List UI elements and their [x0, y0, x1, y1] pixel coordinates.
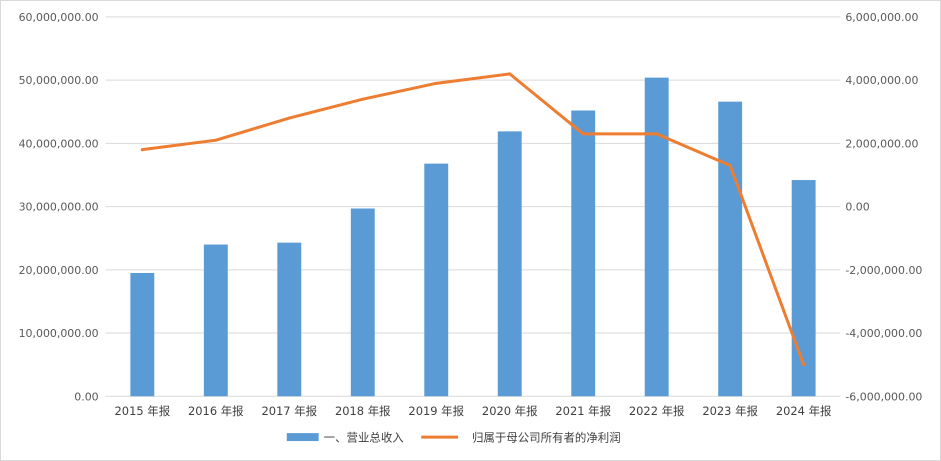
bar: [571, 110, 596, 397]
line-point: [287, 116, 291, 120]
bar: [424, 163, 449, 397]
line-point: [140, 148, 144, 152]
x-tick-label: 2016 年报: [188, 404, 244, 418]
line-point: [361, 97, 365, 101]
y-right-tick-label: -6,000,000.00: [845, 390, 922, 403]
bar: [497, 131, 522, 397]
legend-label-net-profit: 归属于母公司所有者的净利润: [472, 431, 621, 445]
legend-label-revenue: 一、营业总收入: [324, 431, 405, 445]
x-tick-label: 2020 年报: [482, 404, 538, 418]
bar-series: [130, 77, 816, 397]
y-right-tick-label: -2,000,000.00: [845, 264, 922, 277]
x-tick-label: 2022 年报: [629, 404, 685, 418]
line-series: [140, 72, 806, 367]
y-left-tick-label: 50,000,000.00: [19, 74, 99, 87]
y-left-tick-label: 60,000,000.00: [19, 11, 99, 24]
x-tick-label: 2019 年报: [408, 404, 464, 418]
y-left-tick-label: 40,000,000.00: [19, 137, 99, 150]
line-point: [508, 72, 512, 76]
bar: [277, 242, 302, 397]
bar: [130, 272, 155, 397]
x-axis: 2015 年报 2016 年报 2017 年报 2018 年报 2019 年报 2020 …: [115, 404, 832, 418]
x-tick-label: 2017 年报: [261, 404, 317, 418]
bar: [644, 77, 669, 397]
x-tick-label: 2024 年报: [776, 404, 832, 418]
y-left-tick-label: 10,000,000.00: [19, 327, 99, 340]
bar: [203, 244, 228, 397]
y-right-tick-label: 4,000,000.00: [845, 74, 918, 87]
y-left-tick-label: 0.00: [74, 390, 98, 403]
line-point: [581, 132, 585, 136]
x-tick-label: 2023 年报: [702, 404, 758, 418]
bar: [718, 101, 743, 397]
bar: [350, 208, 375, 397]
series-line: [140, 72, 806, 367]
y-left-tick-label: 20,000,000.00: [19, 264, 99, 277]
x-tick-label: 2018 年报: [335, 404, 391, 418]
y-right-tick-label: 0.00: [845, 201, 869, 214]
legend: 一、营业总收入 归属于母公司所有者的净利润: [286, 431, 621, 445]
y-axis-left: 0.00 10,000,000.00 20,000,000.00 30,000,000…: [19, 11, 99, 403]
line-point: [214, 138, 218, 142]
x-tick-label: 2015 年报: [115, 404, 171, 418]
bar: [791, 180, 816, 397]
line-point: [434, 81, 438, 85]
x-tick-label: 2021 年报: [555, 404, 611, 418]
gridlines: [105, 16, 841, 397]
y-axis-right: -6,000,000.00 -4,000,000.00 -2,000,000.00 0…: [845, 11, 922, 403]
line-point: [728, 164, 732, 168]
line-point: [802, 363, 806, 367]
legend-swatch-revenue: [286, 433, 319, 442]
y-left-tick-label: 30,000,000.00: [19, 201, 99, 214]
y-right-tick-label: 6,000,000.00: [845, 11, 918, 24]
y-right-tick-label: -4,000,000.00: [845, 327, 922, 340]
y-right-tick-label: 2,000,000.00: [845, 137, 918, 150]
line-point: [655, 132, 659, 136]
